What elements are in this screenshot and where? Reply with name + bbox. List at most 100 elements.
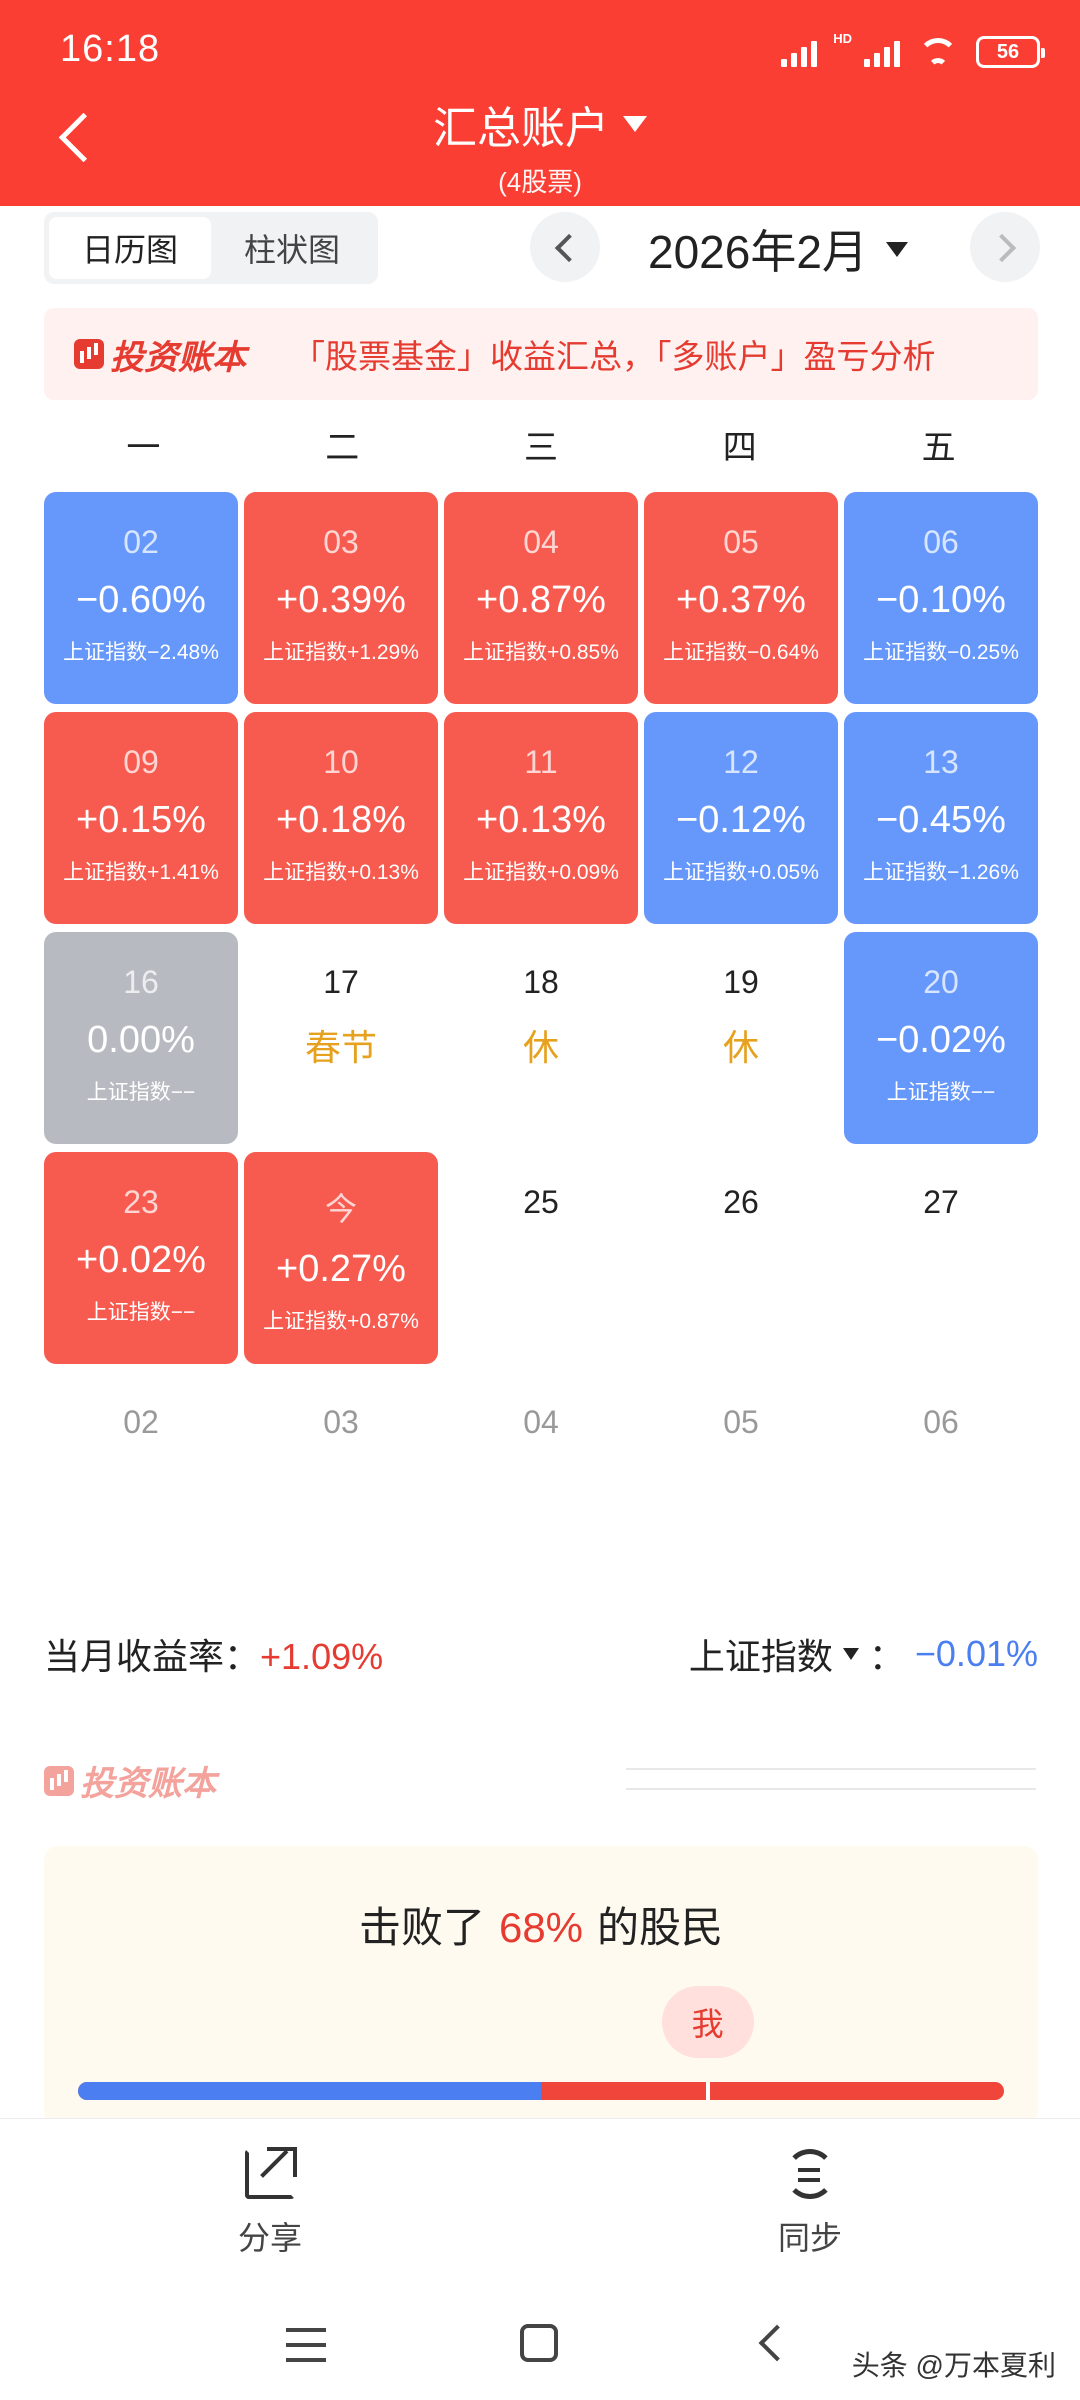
calendar-day[interactable]: 今 +0.27% 上证指数+0.87%	[244, 1152, 438, 1364]
day-return: +0.87%	[476, 579, 606, 621]
ranking-card: 击败了 68% 的股民 我	[44, 1846, 1038, 2126]
day-number: 25	[523, 1184, 559, 1220]
ranking-bar-marker	[705, 2082, 710, 2100]
status-icons: HD 56	[781, 30, 1045, 70]
signal-icon-2	[864, 37, 900, 67]
logo-text: 投资账本	[110, 338, 246, 377]
day-index: 上证指数+0.85%	[463, 641, 619, 664]
app-header: 16:18 HD 56 汇总账户 (4股票)	[0, 0, 1080, 206]
bottom-action-bar: 分享 同步	[0, 2118, 1080, 2278]
calendar-day[interactable]: 25	[444, 1152, 638, 1221]
calendar-day[interactable]: 11 +0.13% 上证指数+0.09%	[444, 712, 638, 924]
day-number: 06	[923, 524, 959, 560]
calendar-day[interactable]: 27	[844, 1152, 1038, 1221]
day-number: 03	[323, 524, 359, 560]
day-number: 06	[923, 1404, 959, 1440]
battery-level: 56	[996, 40, 1020, 63]
day-number: 13	[923, 744, 959, 780]
share-icon	[245, 2147, 297, 2199]
tab-calendar[interactable]: 日历图	[49, 217, 211, 279]
account-selector[interactable]: 汇总账户 (4股票)	[0, 92, 1080, 199]
ranking-percent: 68%	[498, 1904, 584, 1951]
month-navigator: 2026年2月	[530, 210, 1040, 282]
calendar-day[interactable]: 13 −0.45% 上证指数−1.26%	[844, 712, 1038, 924]
day-return: −0.02%	[876, 1019, 1006, 1061]
weekday-thu: 四	[722, 429, 757, 467]
holiday-label: 春节	[304, 1027, 377, 1068]
day-index: 上证指数−−	[886, 1081, 996, 1104]
calendar-day[interactable]: 09 +0.15% 上证指数+1.41%	[44, 712, 238, 924]
view-toggle: 日历图 柱状图	[44, 212, 378, 284]
ranking-title: 击败了 68% 的股民	[44, 1894, 1038, 1955]
calendar-day[interactable]: 10 +0.18% 上证指数+0.13%	[244, 712, 438, 924]
day-number: 04	[523, 1404, 559, 1440]
day-index: 上证指数+0.87%	[263, 1310, 419, 1333]
day-index: 上证指数+0.13%	[263, 861, 419, 884]
day-return: +0.13%	[476, 799, 606, 841]
weekday-tue: 二	[325, 429, 360, 467]
day-return: −0.12%	[676, 799, 806, 841]
index-separator: ：	[868, 1636, 905, 1677]
sync-button[interactable]: 同步	[710, 2149, 910, 2259]
share-button[interactable]: 分享	[170, 2147, 370, 2259]
month-label: 2026年2月	[648, 226, 868, 278]
day-number: 27	[923, 1184, 959, 1220]
calendar-day[interactable]: 06 −0.10% 上证指数−0.25%	[844, 492, 1038, 704]
day-number: 02	[123, 524, 159, 560]
calendar-day[interactable]: 20 −0.02% 上证指数−−	[844, 932, 1038, 1144]
calendar-day[interactable]: 05 +0.37% 上证指数−0.64%	[644, 492, 838, 704]
chart-logo-icon	[44, 1765, 74, 1796]
index-label: 上证指数	[688, 1636, 833, 1677]
day-number: 04	[523, 524, 559, 560]
day-number: 16	[123, 964, 159, 1000]
day-number: 12	[723, 744, 759, 780]
weekday-fri: 五	[921, 429, 956, 467]
home-icon[interactable]	[520, 2324, 558, 2362]
calendar-day[interactable]: 12 −0.12% 上证指数+0.05%	[644, 712, 838, 924]
day-return: −0.60%	[76, 579, 206, 621]
ranking-suffix: 的股民	[597, 1904, 724, 1951]
calendar-day[interactable]: 04 +0.87% 上证指数+0.85%	[444, 492, 638, 704]
promo-banner[interactable]: 投资账本 「股票基金」收益汇总，「多账户」盈亏分析	[44, 308, 1038, 400]
ranking-prefix: 击败了	[358, 1904, 485, 1951]
dropdown-icon	[623, 116, 647, 132]
weekday-wed: 三	[523, 429, 558, 467]
share-label: 分享	[237, 2220, 302, 2256]
next-month-button[interactable]	[970, 212, 1040, 282]
dropdown-icon[interactable]	[842, 1648, 859, 1660]
calendar-day[interactable]: 17 春节	[244, 932, 438, 1071]
signal-icon	[781, 37, 818, 67]
prev-month-button[interactable]	[530, 212, 600, 282]
day-index: 上证指数−0.25%	[863, 641, 1019, 664]
source-credit: 头条 @万本夏利	[851, 2350, 1056, 2381]
day-number: 20	[923, 964, 959, 1000]
calendar-day[interactable]: 03 +0.39% 上证指数+1.29%	[244, 492, 438, 704]
day-number: 11	[524, 744, 558, 780]
calendar-day[interactable]: 16 0.00% 上证指数−−	[44, 932, 238, 1144]
battery-icon: 56	[976, 36, 1045, 68]
index-selector[interactable]: 上证指数	[689, 1628, 833, 1680]
calendar-day-next-month: 05	[644, 1372, 838, 1441]
day-number: 09	[123, 744, 159, 780]
day-return: −0.45%	[876, 799, 1006, 841]
month-selector[interactable]: 2026年2月	[648, 216, 908, 282]
day-return: −0.10%	[876, 579, 1006, 621]
network-type: HD	[833, 30, 852, 46]
calendar-day[interactable]: 19 休	[644, 932, 838, 1071]
app-logo: 投资账本	[74, 330, 246, 379]
day-number: 02	[123, 1404, 159, 1440]
calendar-day[interactable]: 18 休	[444, 932, 638, 1071]
day-return: +0.39%	[276, 579, 406, 621]
day-index: 上证指数−0.64%	[663, 641, 819, 664]
calendar-day[interactable]: 02 −0.60% 上证指数−2.48%	[44, 492, 238, 704]
day-return: +0.18%	[276, 799, 406, 841]
menu-icon[interactable]	[286, 2328, 326, 2362]
day-return: +0.37%	[676, 579, 806, 621]
day-number: 18	[523, 964, 559, 1000]
back-icon[interactable]	[758, 2324, 796, 2362]
tab-bar-chart[interactable]: 柱状图	[243, 232, 340, 268]
calendar-day[interactable]: 23 +0.02% 上证指数−−	[44, 1152, 238, 1364]
calendar-day[interactable]: 26	[644, 1152, 838, 1221]
calendar-day-next-month: 06	[844, 1372, 1038, 1441]
day-number: 05	[723, 524, 759, 560]
